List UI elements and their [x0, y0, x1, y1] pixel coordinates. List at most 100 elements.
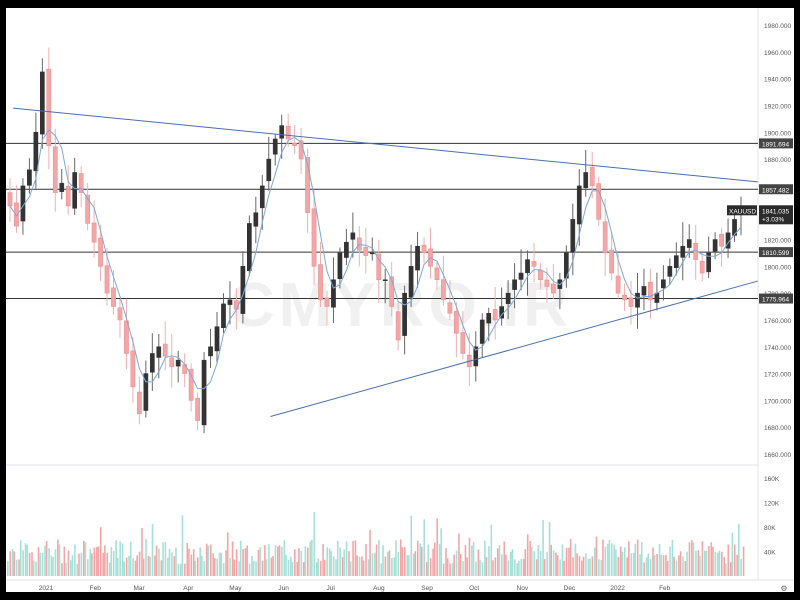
volume-bar — [313, 511, 316, 576]
candle-body — [324, 297, 330, 307]
volume-bar — [640, 542, 643, 576]
volume-bar — [201, 555, 203, 576]
volume-bar — [574, 543, 577, 576]
volume-bar — [632, 552, 635, 576]
volume-bar — [479, 559, 481, 576]
candle-body — [699, 261, 705, 274]
level-price-label: 1857.482 — [762, 187, 789, 194]
candle-body — [227, 299, 233, 305]
volume-bar — [375, 544, 378, 576]
candle-body — [363, 247, 369, 256]
volume-bar — [44, 545, 46, 576]
volume-bar — [725, 563, 727, 576]
volume-bar — [537, 544, 540, 576]
volume-bar — [129, 541, 132, 576]
volume-bar — [188, 548, 190, 576]
candle-body — [576, 185, 582, 225]
candle-body — [648, 281, 653, 301]
volume-bar — [76, 563, 79, 576]
volume-bar — [371, 553, 374, 576]
volume-bar — [311, 539, 313, 576]
volume-bar — [416, 540, 419, 576]
candle-body — [654, 292, 660, 303]
volume-bar — [492, 560, 494, 576]
candle-body — [188, 368, 194, 401]
volume-bar — [550, 544, 552, 576]
volume-bar — [52, 556, 54, 576]
candle-body — [622, 294, 627, 301]
candle-body — [479, 319, 485, 344]
volume-bar — [323, 559, 326, 576]
volume-bar — [445, 548, 447, 576]
volume-bar — [496, 548, 499, 576]
candle-body — [635, 292, 640, 308]
volume-bar — [277, 546, 279, 576]
volume-bar — [70, 560, 72, 576]
volume-bar — [453, 554, 455, 576]
volume-bar — [714, 551, 717, 576]
volume-bar — [54, 549, 57, 576]
volume-tick-label: 120K — [764, 501, 780, 508]
time-tick-label: Feb — [90, 585, 102, 592]
volume-bar — [427, 544, 430, 576]
candle-body — [195, 397, 200, 421]
time-tick-label: Aug — [373, 585, 385, 592]
volume-bar — [362, 560, 365, 576]
time-tick-label: Oct — [469, 585, 479, 592]
volume-bar — [503, 541, 506, 576]
candle-body — [72, 172, 78, 209]
volume-bar — [112, 550, 115, 576]
volume-bar — [675, 560, 678, 576]
volume-bar — [692, 542, 695, 576]
volume-bar — [466, 557, 468, 576]
volume-bar — [533, 551, 535, 576]
candle-body — [602, 221, 608, 254]
volume-bar — [192, 549, 195, 576]
time-tick-label: 2022 — [610, 585, 625, 592]
volume-bar — [335, 559, 337, 576]
volume-bar — [257, 549, 260, 576]
volume-bar — [356, 555, 358, 576]
volume-bar — [404, 547, 406, 576]
time-tick-label: Apr — [183, 585, 194, 592]
volume-bar — [401, 547, 404, 576]
candle-body — [247, 223, 252, 271]
volume-bar — [184, 563, 186, 576]
volume-bar — [203, 561, 206, 576]
volume-bar — [270, 557, 273, 576]
candle-body — [272, 138, 278, 155]
volume-bar — [688, 542, 691, 576]
chart-svg[interactable]: CMYRO.IR1980.0001960.0001940.0001920.000… — [6, 8, 794, 593]
volume-bar — [423, 519, 426, 576]
candle-body — [85, 194, 90, 224]
volume-bar — [265, 559, 268, 576]
volume-bar — [283, 540, 286, 576]
candle-body — [253, 212, 259, 227]
volume-bar — [194, 560, 197, 576]
time-tick-label: Dec — [564, 585, 576, 592]
volume-bar — [15, 559, 18, 576]
volume-bar — [285, 554, 287, 576]
level-price-label: 1891.694 — [762, 141, 789, 148]
volume-bar — [705, 550, 708, 576]
volume-bar — [475, 561, 477, 576]
volume-bar — [298, 548, 300, 576]
volume-bar — [666, 560, 669, 576]
volume-bar — [19, 540, 22, 576]
volume-bar — [154, 555, 156, 576]
volume-bar — [45, 541, 48, 576]
candle-body — [124, 320, 129, 354]
price-tick-label: 1800.000 — [764, 264, 791, 271]
volume-bar — [136, 555, 138, 576]
chart-area: CMYRO.IR 1980.000 1960.000 1940.000 1920.000… — [6, 8, 794, 593]
volume-bar — [322, 544, 324, 576]
volume-bar — [727, 544, 730, 576]
volume-bar — [594, 547, 596, 576]
volume-bar — [652, 547, 654, 576]
volume-bar — [604, 546, 607, 576]
volume-bar — [568, 547, 570, 576]
level-price-label: 1810.599 — [762, 250, 789, 257]
candle-body — [279, 125, 285, 139]
volume-bar — [57, 539, 59, 576]
